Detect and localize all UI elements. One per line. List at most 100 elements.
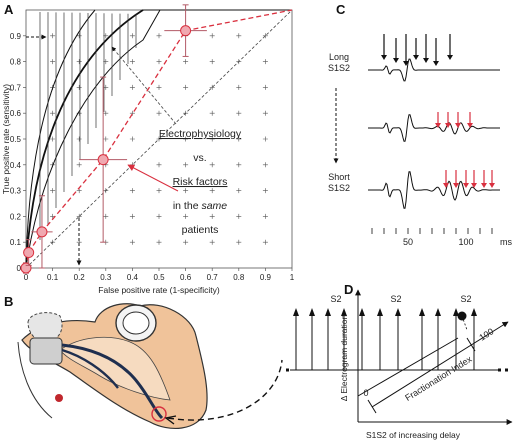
x-tick-label: 1 <box>290 273 295 282</box>
annotation-patients: patients <box>182 224 219 236</box>
black-fractionation-arrow-head <box>423 58 429 63</box>
train-start-dot <box>286 368 289 372</box>
grid-cross <box>209 162 215 168</box>
grid-cross <box>103 213 109 219</box>
stimulus-arrow-icon <box>293 308 299 316</box>
grid-cross <box>76 162 82 168</box>
d-trend-line <box>357 337 459 397</box>
s2-label: S2 <box>330 294 341 304</box>
stimulus-arrow-icon <box>471 308 477 316</box>
y-tick-label: 0.5 <box>10 135 22 144</box>
short-s1s2-label-1: Short <box>328 172 350 182</box>
stimulus-arrow-icon <box>309 308 315 316</box>
grid-cross <box>236 162 242 168</box>
chance-diagonal <box>25 9 293 269</box>
roc-grid-crosses <box>50 33 268 245</box>
grid-cross <box>76 84 82 90</box>
fractionation-arrows <box>381 34 495 188</box>
grid-cross <box>76 59 82 65</box>
panel-a-label: A <box>4 2 14 17</box>
grid-cross <box>76 188 82 194</box>
roc-curve-upper <box>25 9 96 269</box>
time-unit-label: ms <box>500 237 512 247</box>
black-fractionation-arrow-head <box>403 61 409 66</box>
grid-cross <box>262 239 268 245</box>
x-tick-label: 0.2 <box>74 273 86 282</box>
y-tick-label: 0.7 <box>10 83 22 92</box>
black-fractionation-arrow-head <box>433 61 439 66</box>
train-end-dot <box>498 368 501 372</box>
x-tick-label: 0.3 <box>100 273 112 282</box>
grid-cross <box>183 239 189 245</box>
risk-dashed-line <box>25 9 293 269</box>
grid-cross <box>156 59 162 65</box>
fractionation-index-arrow <box>371 321 509 408</box>
grid-cross <box>209 110 215 116</box>
stimulus-arrow-icon <box>359 308 365 316</box>
d-y-axis-label: Δ Electrogram duration <box>339 315 349 402</box>
x-tick-label: 0.4 <box>127 273 139 282</box>
electrophysiology-roc-curves <box>25 9 292 269</box>
electrogram-short <box>368 171 500 209</box>
y-tick-label: 0.4 <box>10 161 22 170</box>
index-end-tick <box>466 337 476 352</box>
index-end-label: 100 <box>477 326 495 342</box>
d-projection-dash <box>461 315 468 331</box>
grid-cross <box>76 136 82 142</box>
risk-point-2 <box>31 195 53 269</box>
long-s1s2-label-2: S1S2 <box>328 63 350 73</box>
risk-pointer-arrow <box>127 164 179 192</box>
grid-cross <box>156 33 162 39</box>
risk-point-marker <box>180 25 192 37</box>
roc-x-axis-label: False positive rate (1-specificity) <box>98 285 220 295</box>
grid-cross <box>129 136 135 142</box>
time-axis <box>371 228 493 234</box>
red-arrow-short-head <box>471 183 477 188</box>
black-fractionation-arrow-head <box>413 55 419 60</box>
red-arrow-short-head <box>453 183 459 188</box>
y-tick-label: 0.8 <box>10 58 22 67</box>
panel-c-label: C <box>336 2 346 17</box>
annotation-risk-factors: Risk factors <box>173 176 228 188</box>
x-tick-label: 0.6 <box>180 273 192 282</box>
grid-cross <box>209 136 215 142</box>
grid-cross <box>209 239 215 245</box>
grid-cross <box>129 33 135 39</box>
grid-cross <box>103 110 109 116</box>
x-tick-label: 0.5 <box>153 273 165 282</box>
grid-cross <box>156 188 162 194</box>
red-arrow-mid-head <box>435 123 441 128</box>
stimulus-arrow-icon <box>377 308 383 316</box>
panel-c: C Long S1S2 Short S1S2 50 100 ms <box>328 2 513 247</box>
red-marker-dot <box>55 394 63 402</box>
red-arrow-short-head <box>463 183 469 188</box>
grid-cross <box>209 188 215 194</box>
panel-b-label: B <box>4 294 13 309</box>
grid-cross <box>262 59 268 65</box>
panel-d-label: D <box>344 282 353 297</box>
grid-cross <box>236 136 242 142</box>
red-arrow-short-head <box>481 183 487 188</box>
grid-cross <box>156 110 162 116</box>
annotation-emphasis: same <box>201 200 227 212</box>
stimulus-arrow-icon <box>453 308 459 316</box>
grid-cross <box>129 188 135 194</box>
roc-x-ticks: 0 0.1 0.2 0.3 0.4 0.5 0.6 0.7 0.8 0.9 1 <box>24 268 295 282</box>
grid-cross <box>262 162 268 168</box>
black-fractionation-arrow-head <box>381 55 387 60</box>
comparison-annotation: Electrophysiology vs. Risk factors in th… <box>159 128 242 236</box>
y-tick-label: 0.3 <box>10 187 22 196</box>
electrogram-long <box>368 58 500 82</box>
grid-cross <box>156 213 162 219</box>
grid-cross <box>50 59 56 65</box>
long-s1s2-label-1: Long <box>329 52 349 62</box>
y-tick-label: 0 <box>17 264 22 273</box>
red-arrow-short-head <box>489 183 495 188</box>
vessel-line <box>17 341 53 419</box>
panel-b: B S2 S2 S2 <box>4 294 508 429</box>
red-arrow-mid-head <box>467 123 473 128</box>
time-tick-100: 100 <box>458 237 473 247</box>
risk-point-marker <box>20 262 32 274</box>
electrogram-mid <box>368 114 500 142</box>
heart-illustration <box>17 303 208 429</box>
